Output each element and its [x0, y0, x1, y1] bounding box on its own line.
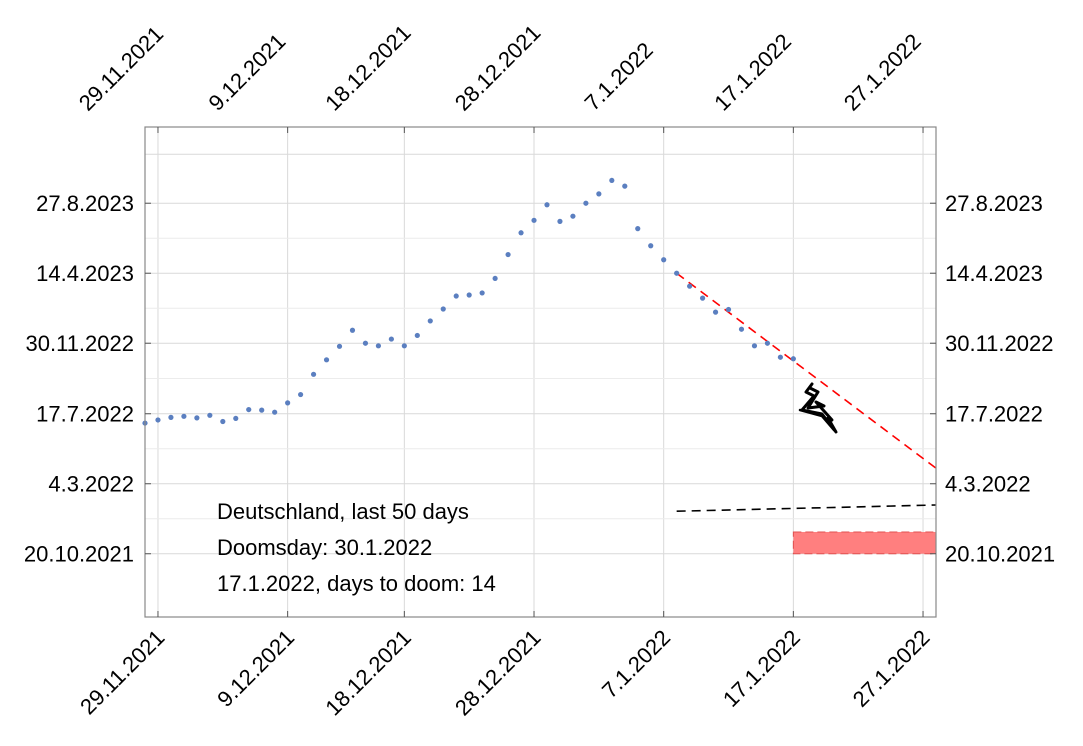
data-point [635, 226, 641, 232]
y-ticks-left: 20.10.2021 4.3.2022 17.7.2022 30.11.2022 14.… [24, 191, 151, 567]
data-point [622, 183, 628, 189]
data-point [570, 213, 576, 219]
data-point [466, 292, 472, 298]
data-point [505, 251, 511, 258]
data-point [427, 318, 433, 324]
data-point [272, 409, 278, 415]
data-point [259, 407, 265, 413]
y-tick-label-left: 30.11.2022 [26, 331, 134, 356]
data-point [492, 275, 498, 282]
data-point [336, 343, 343, 349]
data-point [661, 257, 667, 263]
data-point [401, 343, 407, 349]
data-point [440, 306, 446, 312]
x-tick-label-bottom: 28.12.2021 [450, 625, 546, 721]
x-tick-label-top: 27.1.2022 [839, 29, 926, 116]
data-point [725, 306, 732, 313]
y-tick-label-left: 17.7.2022 [36, 402, 134, 427]
annotation-country: Deutschland, last 50 days [217, 499, 469, 524]
y-tick-label-left: 14.4.2023 [36, 261, 134, 286]
data-point [207, 412, 213, 418]
data-point [349, 327, 356, 333]
data-point [220, 418, 226, 425]
data-point [609, 177, 615, 184]
x-ticks-top: 29.11.2021 9.12.2021 18.12.2021 28.12.2021 7… [74, 20, 926, 133]
data-point [544, 202, 550, 208]
x-ticks-bottom: 29.11.2021 9.12.2021 18.12.2021 28.12.2021 7… [75, 611, 935, 721]
y-tick-label-left: 27.8.2023 [36, 191, 134, 216]
data-point [531, 217, 537, 223]
x-tick-label-bottom: 27.1.2022 [848, 625, 935, 712]
data-point [648, 243, 654, 249]
annotation-box: Deutschland, last 50 days Doomsday: 30.1… [217, 499, 496, 596]
data-point [233, 415, 239, 422]
data-point [362, 340, 369, 346]
data-point [738, 326, 745, 332]
x-tick-label-bottom: 29.11.2021 [75, 625, 169, 719]
data-point [674, 270, 680, 276]
y-tick-label-right: 4.3.2022 [945, 472, 1031, 497]
data-point [557, 218, 563, 224]
x-tick-label-bottom: 17.1.2022 [718, 625, 805, 712]
data-point [712, 309, 719, 315]
doom-band [792, 531, 937, 555]
data-points-layer [142, 177, 796, 426]
y-tick-label-right: 20.10.2021 [945, 542, 1055, 567]
x-tick-label-bottom: 9.12.2021 [212, 625, 299, 712]
reference-line [676, 504, 937, 513]
x-tick-label-top: 29.11.2021 [74, 21, 168, 115]
data-point [246, 406, 252, 413]
y-ticks-right: 20.10.2021 4.3.2022 17.7.2022 30.11.2022 14.… [930, 191, 1055, 567]
x-tick-label-bottom: 18.12.2021 [320, 625, 416, 721]
data-point [323, 357, 330, 363]
y-tick-label-right: 30.11.2022 [945, 331, 1053, 356]
y-tick-label-left: 4.3.2022 [48, 472, 134, 497]
data-point [298, 391, 304, 398]
trend-lines-layer [676, 272, 937, 513]
data-point [518, 230, 524, 236]
data-point [777, 354, 783, 360]
x-tick-label-top: 7.1.2022 [580, 37, 658, 115]
data-point [181, 413, 187, 419]
x-tick-label-top: 18.12.2021 [320, 20, 416, 116]
y-tick-label-left: 20.10.2021 [24, 542, 134, 567]
data-point [388, 336, 394, 342]
annotation-doomsday: Doomsday: 30.1.2022 [217, 535, 432, 560]
x-tick-label-bottom: 7.1.2022 [597, 625, 675, 703]
x-tick-label-top: 9.12.2021 [203, 29, 290, 116]
data-point [479, 290, 485, 296]
x-tick-label-top: 17.1.2022 [709, 29, 796, 116]
data-point [194, 415, 200, 421]
y-tick-label-right: 17.7.2022 [945, 402, 1043, 427]
data-point [155, 417, 161, 423]
annotation-days-to-doom: 17.1.2022, days to doom: 14 [217, 571, 496, 596]
data-point [583, 200, 589, 206]
grid-lines [145, 127, 936, 617]
data-point [414, 332, 420, 339]
data-point [687, 283, 693, 289]
data-point [310, 371, 317, 377]
data-point [453, 293, 459, 299]
data-point [751, 343, 758, 349]
x-tick-label-top: 28.12.2021 [450, 20, 546, 116]
data-point [285, 400, 291, 406]
y-tick-label-right: 14.4.2023 [945, 261, 1043, 286]
data-point [596, 191, 602, 197]
doom-band-layer [792, 531, 937, 555]
y-tick-label-right: 27.8.2023 [945, 191, 1043, 216]
black-scribble-arrow-icon [798, 382, 838, 434]
data-point [375, 343, 382, 349]
data-point [699, 295, 706, 301]
trend-line [676, 272, 937, 469]
data-point [168, 414, 174, 420]
plot-frame [144, 126, 937, 618]
data-point [790, 356, 796, 362]
data-point [764, 340, 771, 346]
